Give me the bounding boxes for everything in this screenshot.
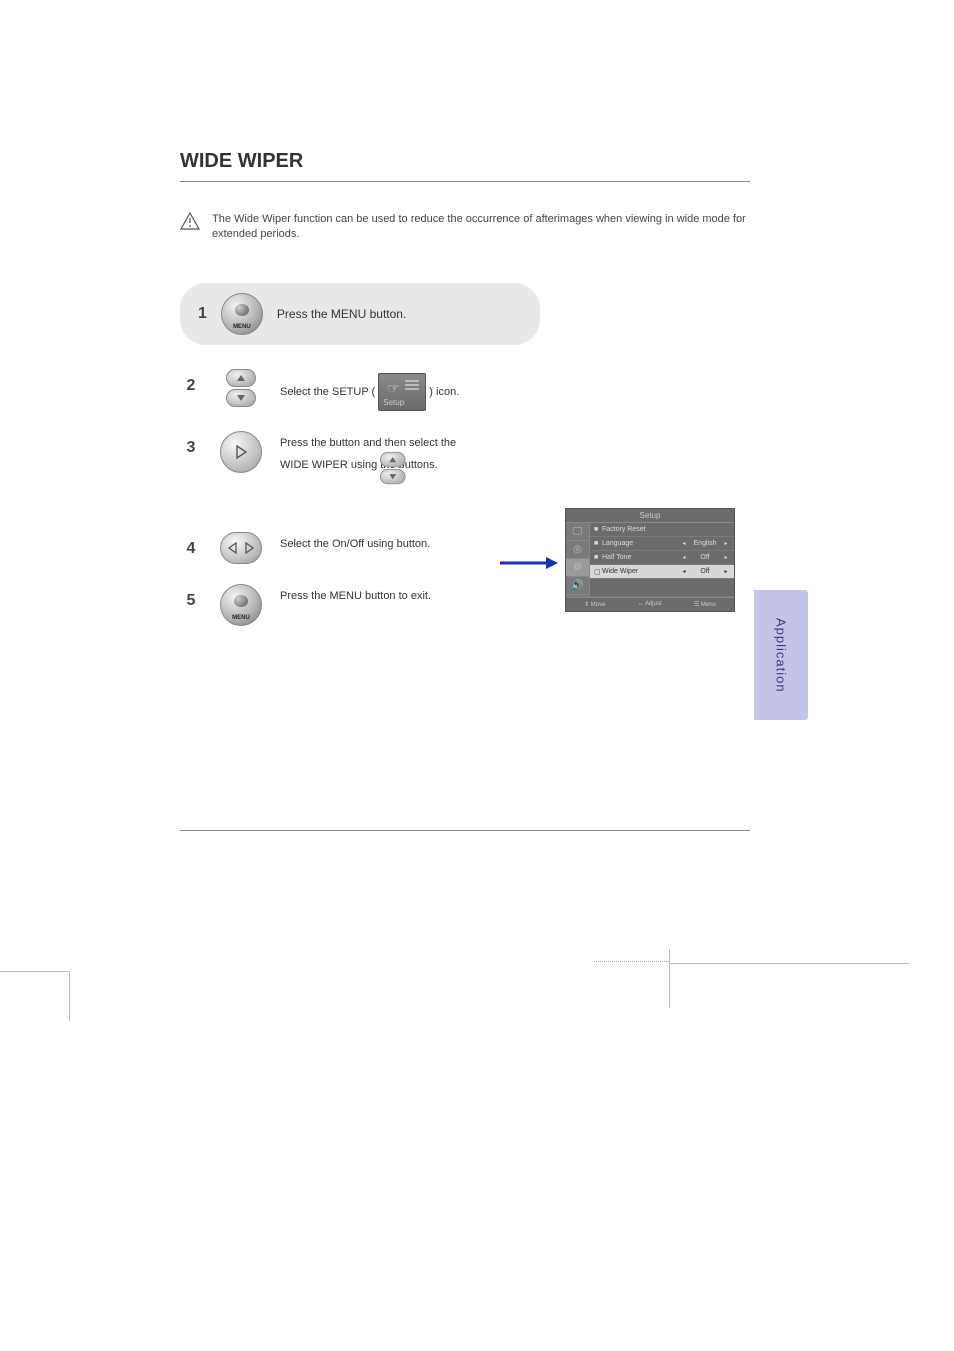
side-tab-label: Application	[774, 618, 789, 693]
warning-icon	[180, 212, 200, 230]
step-number: 5	[187, 592, 196, 609]
step-number: 1	[198, 305, 207, 323]
osd-sidebar: 🖵 ◎ ⚙ 🔊	[566, 523, 590, 597]
divider	[180, 181, 750, 182]
leftright-button-icon	[220, 532, 262, 564]
warning: The Wide Wiper function can be used to r…	[180, 212, 750, 243]
setup-icon: ☞ Setup	[378, 373, 426, 411]
divider-bottom	[180, 830, 750, 831]
step-2-text-b: ) icon.	[429, 386, 459, 398]
step-2: 2 Select the SETUP ( ☞ Setup ) icon.	[180, 369, 750, 411]
step-2-text-a: Select the SETUP (	[280, 386, 375, 398]
step-3: 3 Press the button and then select the W…	[180, 431, 750, 512]
side-tab: Application	[754, 590, 808, 720]
right-button-icon	[220, 431, 262, 473]
warning-text: The Wide Wiper function can be used to r…	[212, 212, 750, 243]
step-3-text-a: Press the button and then select the	[280, 435, 750, 452]
updown-icon-small	[380, 452, 780, 484]
osd-title: Setup	[566, 509, 734, 523]
step-number: 4	[187, 540, 196, 557]
updown-icon	[226, 369, 256, 407]
menu-button-icon: MENU	[221, 293, 263, 335]
arrow-icon	[500, 555, 560, 571]
step-number: 3	[187, 439, 196, 456]
step-1: 1 MENU Press the MENU button.	[180, 283, 540, 345]
page-title: WIDE WIPER	[180, 150, 750, 173]
osd-footer: ⇕ Move ↔ Adjust ☰ Menu	[566, 597, 734, 611]
osd-list: ■Factory Reset ■Language◂English▸ ■Half …	[590, 523, 734, 597]
menu-button-icon: MENU	[220, 584, 262, 626]
step-number: 2	[187, 377, 196, 394]
step-1-text: Press the MENU button.	[277, 307, 406, 321]
osd-panel: Setup 🖵 ◎ ⚙ 🔊 ■Factory Reset ■Language◂E…	[565, 508, 735, 612]
